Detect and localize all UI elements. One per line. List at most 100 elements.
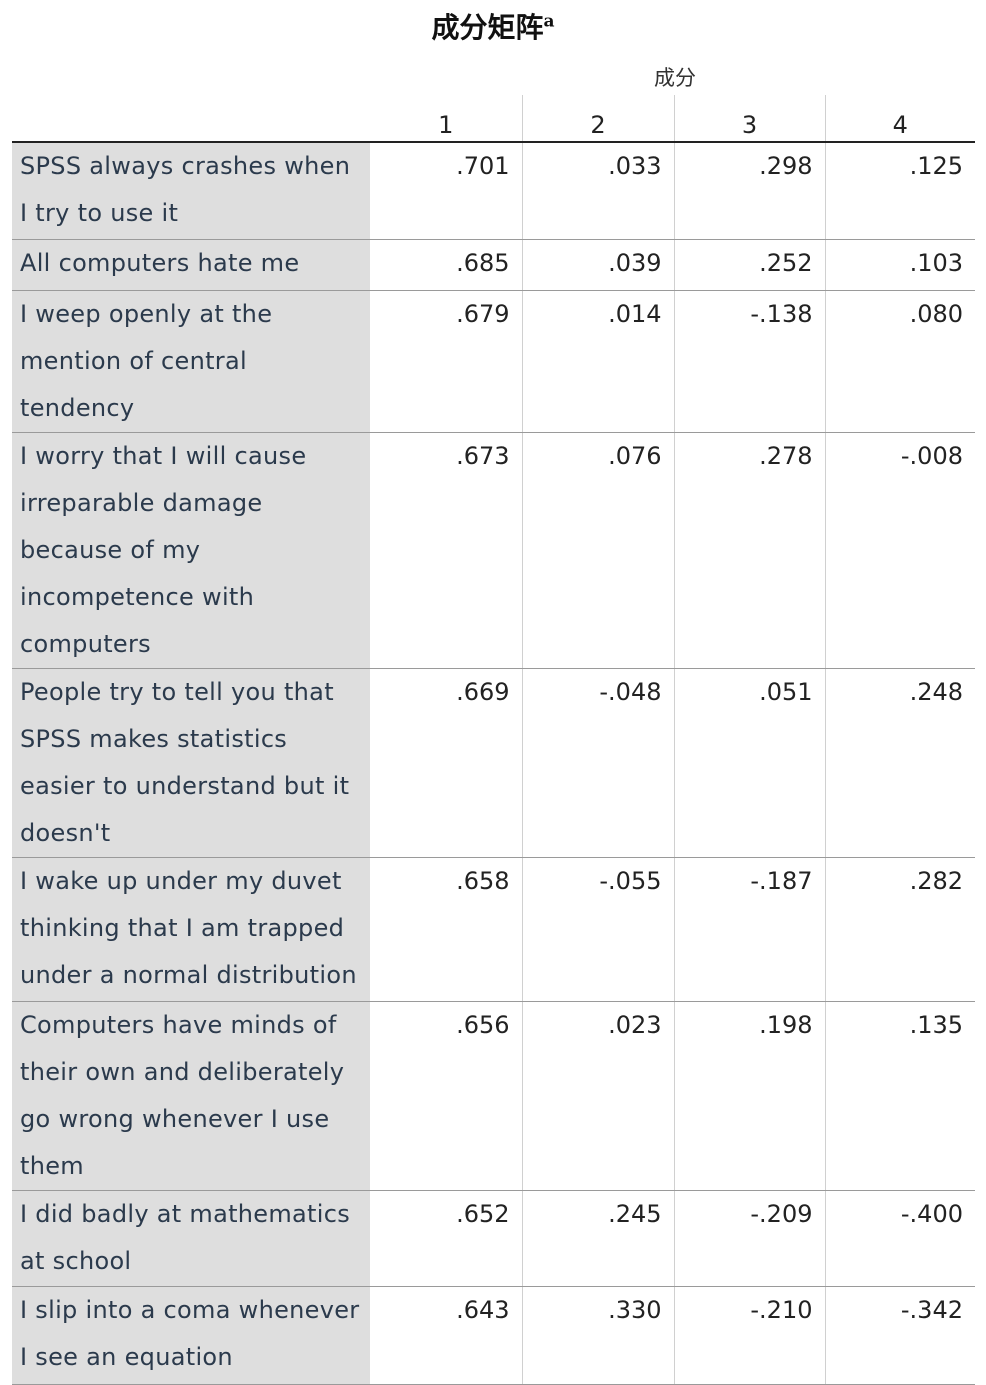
- row-label: All computers hate me: [20, 248, 300, 277]
- table-row: SPSS always crashes when I try to use it…: [12, 142, 975, 240]
- row-label-cell: All computers hate me: [12, 239, 370, 291]
- row-label: I weep openly at the mention of central …: [20, 299, 273, 422]
- loading-value: .673: [456, 441, 510, 470]
- loading-value: -.055: [599, 866, 662, 895]
- row-label-cell: SPSS always crashes when I try to use it: [12, 142, 370, 240]
- page: {"title": {"text": "成分矩阵", "superscript"…: [0, 6, 986, 1385]
- value-cell: .103: [824, 239, 975, 291]
- loading-value: -.342: [900, 1295, 963, 1324]
- table-row: I slip into a coma whenever I see an equ…: [12, 1286, 975, 1385]
- value-cell: .125: [824, 142, 975, 240]
- loading-value: -.400: [900, 1199, 963, 1228]
- row-label: I worry that I will cause irreparable da…: [20, 441, 307, 658]
- table-row: I weep openly at the mention of central …: [12, 290, 975, 433]
- loading-value: -.209: [750, 1199, 813, 1228]
- loading-value: -.138: [750, 299, 813, 328]
- loading-value: .023: [608, 1010, 662, 1039]
- loading-value: .198: [759, 1010, 813, 1039]
- value-cell: -.138: [673, 290, 825, 433]
- row-label-cell: People try to tell you that SPSS makes s…: [12, 668, 370, 858]
- loading-value: .685: [456, 248, 510, 277]
- loading-value: .298: [759, 152, 813, 180]
- value-cell: -.055: [521, 857, 674, 1002]
- loading-value: -.048: [599, 677, 662, 706]
- value-cell: .198: [673, 1001, 825, 1191]
- loading-value: .125: [909, 152, 963, 180]
- loading-value: .051: [759, 677, 813, 706]
- row-label-cell: I weep openly at the mention of central …: [12, 290, 370, 433]
- value-cell: .245: [521, 1190, 674, 1287]
- value-cell: .023: [521, 1001, 674, 1191]
- loading-value: .679: [456, 299, 510, 328]
- loading-value: -.187: [750, 866, 813, 895]
- loading-value: -.210: [750, 1295, 813, 1324]
- value-cell: .652: [370, 1190, 522, 1287]
- value-cell: -.209: [673, 1190, 825, 1287]
- column-header: 2: [521, 95, 674, 143]
- table-row: People try to tell you that SPSS makes s…: [12, 668, 975, 858]
- loading-value: .701: [456, 152, 510, 180]
- column-header: 4: [824, 95, 975, 143]
- value-cell: .252: [673, 239, 825, 291]
- row-label: I did badly at mathematics at school: [20, 1199, 351, 1275]
- value-cell: .080: [824, 290, 975, 433]
- row-label: SPSS always crashes when I try to use it: [20, 152, 351, 227]
- loading-value: .033: [608, 152, 662, 180]
- value-cell: .076: [521, 432, 674, 669]
- corner-cell: [12, 95, 370, 143]
- value-cell: -.342: [824, 1286, 975, 1385]
- loading-value: .669: [456, 677, 510, 706]
- loading-value: .135: [909, 1010, 963, 1039]
- loading-value: .076: [608, 441, 662, 470]
- value-cell: .643: [370, 1286, 522, 1385]
- loading-value: .643: [456, 1295, 510, 1324]
- value-cell: .679: [370, 290, 522, 433]
- row-label-cell: I did badly at mathematics at school: [12, 1190, 370, 1287]
- table-row: All computers hate me .685 .039 .252 .103: [12, 239, 975, 291]
- value-cell: .051: [673, 668, 825, 858]
- loading-value: .282: [909, 866, 963, 895]
- table-row: I wake up under my duvet thinking that I…: [12, 857, 975, 1002]
- row-label-cell: I worry that I will cause irreparable da…: [12, 432, 370, 669]
- loading-value: .656: [456, 1010, 510, 1039]
- value-cell: .135: [824, 1001, 975, 1191]
- loading-value: .252: [759, 248, 813, 277]
- row-label: I wake up under my duvet thinking that I…: [20, 866, 357, 989]
- value-cell: .330: [521, 1286, 674, 1385]
- table-row: I did badly at mathematics at school .652…: [12, 1190, 975, 1287]
- value-cell: .669: [370, 668, 522, 858]
- column-header: 3: [673, 95, 825, 143]
- loading-value: -.008: [900, 441, 963, 470]
- value-cell: .039: [521, 239, 674, 291]
- loading-value: .245: [608, 1199, 662, 1228]
- row-label-cell: Computers have minds of their own and de…: [12, 1001, 370, 1191]
- loading-value: .103: [909, 248, 963, 277]
- value-cell: -.210: [673, 1286, 825, 1385]
- value-cell: -.048: [521, 668, 674, 858]
- loading-value: .652: [456, 1199, 510, 1228]
- table-title: 成分矩阵a: [0, 6, 986, 46]
- loading-value: .278: [759, 441, 813, 470]
- title-footnote-mark: a: [543, 11, 555, 32]
- loading-value: .014: [608, 299, 662, 328]
- value-cell: .298: [673, 142, 825, 240]
- value-cell: .701: [370, 142, 522, 240]
- column-header: 1: [370, 95, 522, 143]
- row-label: Computers have minds of their own and de…: [20, 1010, 345, 1180]
- value-cell: -.008: [824, 432, 975, 669]
- column-group-header: 成分: [654, 66, 696, 90]
- loading-value: .039: [608, 248, 662, 277]
- table-row: Computers have minds of their own and de…: [12, 1001, 975, 1191]
- value-cell: .658: [370, 857, 522, 1002]
- row-label: I slip into a coma whenever I see an equ…: [20, 1295, 360, 1371]
- value-cell: .656: [370, 1001, 522, 1191]
- value-cell: .278: [673, 432, 825, 669]
- value-cell: .685: [370, 239, 522, 291]
- table-body: SPSS always crashes when I try to use it…: [12, 142, 975, 1385]
- value-cell: .248: [824, 668, 975, 858]
- value-cell: -.187: [673, 857, 825, 1002]
- value-cell: .033: [521, 142, 674, 240]
- title-text: 成分矩阵: [431, 11, 544, 44]
